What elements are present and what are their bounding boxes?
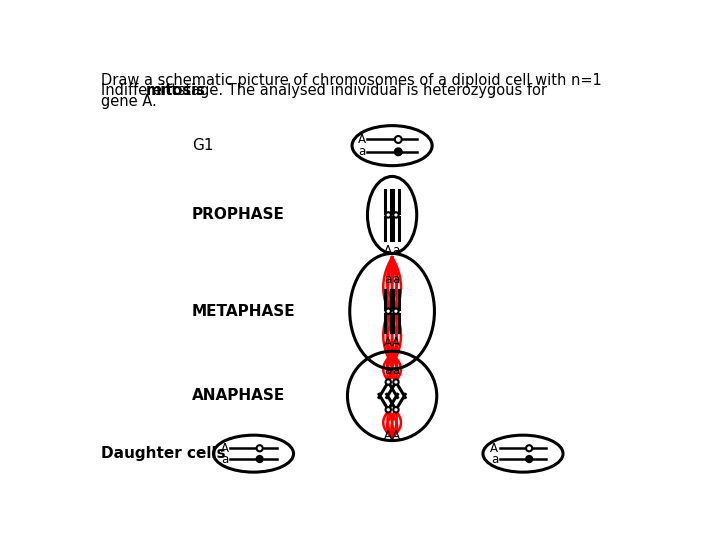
Text: a: a bbox=[392, 273, 400, 286]
Text: mitosis: mitosis bbox=[145, 83, 206, 98]
Text: a: a bbox=[359, 145, 366, 158]
Text: ANAPHASE: ANAPHASE bbox=[192, 388, 285, 403]
Circle shape bbox=[385, 308, 391, 314]
Text: A: A bbox=[384, 244, 392, 257]
Text: G1: G1 bbox=[192, 138, 213, 153]
Text: A: A bbox=[384, 336, 392, 349]
Text: A: A bbox=[384, 429, 392, 442]
Text: Indifferent: Indifferent bbox=[101, 83, 181, 98]
Circle shape bbox=[256, 445, 263, 451]
Circle shape bbox=[393, 407, 399, 413]
Circle shape bbox=[385, 212, 391, 218]
Text: a: a bbox=[392, 244, 400, 257]
Circle shape bbox=[393, 212, 399, 218]
Circle shape bbox=[526, 445, 532, 451]
Text: A: A bbox=[392, 429, 400, 442]
Text: a: a bbox=[222, 453, 229, 465]
Text: a: a bbox=[384, 273, 392, 286]
Text: stage. The analysed individual is heterozygous for: stage. The analysed individual is hetero… bbox=[174, 83, 547, 98]
Text: gene A.: gene A. bbox=[101, 94, 157, 109]
Circle shape bbox=[385, 407, 391, 413]
Text: A: A bbox=[358, 133, 366, 146]
Text: A: A bbox=[221, 442, 229, 455]
Circle shape bbox=[526, 456, 532, 462]
Text: PROPHASE: PROPHASE bbox=[192, 207, 285, 222]
Text: Daughter cells: Daughter cells bbox=[101, 446, 225, 461]
Circle shape bbox=[385, 379, 391, 384]
Circle shape bbox=[395, 136, 402, 143]
Text: a: a bbox=[491, 453, 498, 465]
Text: A: A bbox=[392, 336, 400, 349]
Text: a: a bbox=[392, 363, 400, 376]
Circle shape bbox=[395, 148, 402, 156]
Text: A: A bbox=[490, 442, 498, 455]
Circle shape bbox=[256, 456, 263, 462]
Circle shape bbox=[393, 379, 399, 384]
Text: Draw a schematic picture of chromosomes of a diploid cell with n=1: Draw a schematic picture of chromosomes … bbox=[101, 72, 602, 87]
Text: METAPHASE: METAPHASE bbox=[192, 303, 295, 319]
Circle shape bbox=[393, 308, 399, 314]
Text: a: a bbox=[384, 363, 392, 376]
